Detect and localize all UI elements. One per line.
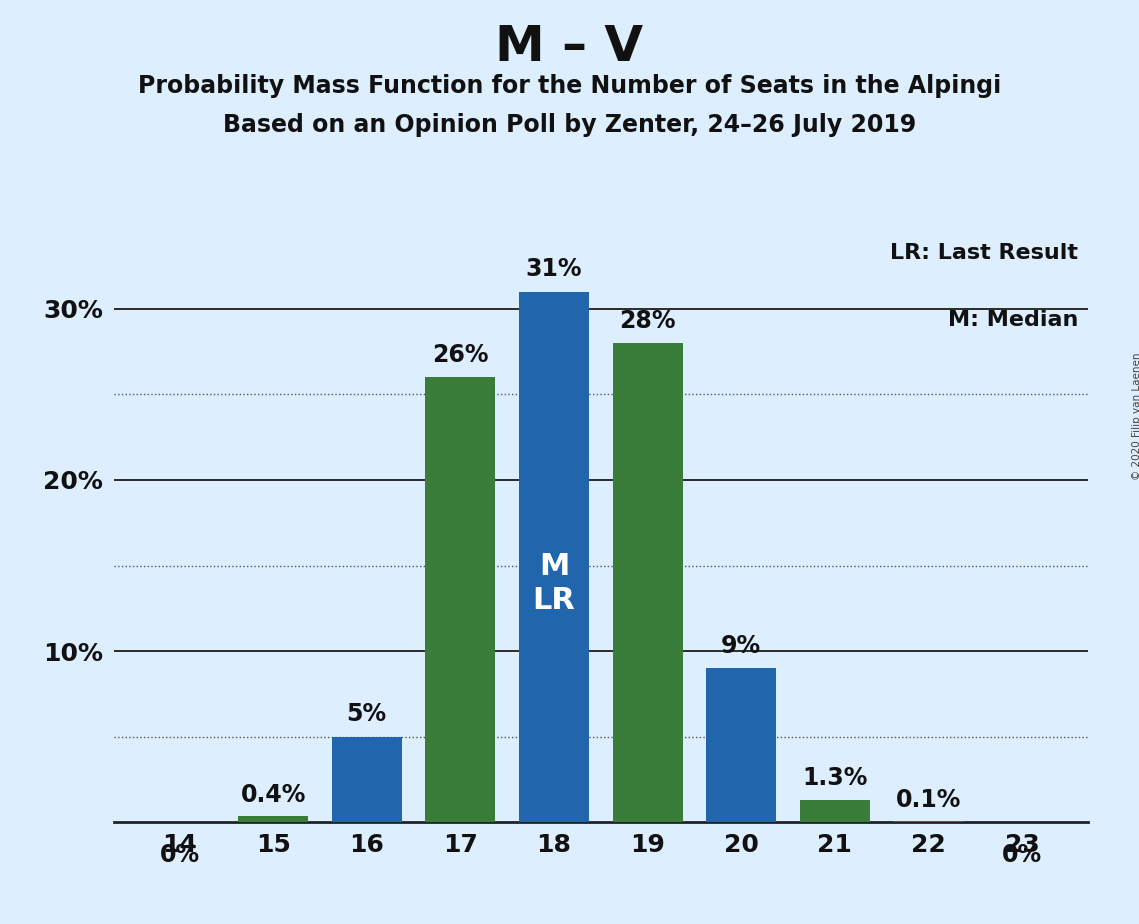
Text: 9%: 9% (721, 634, 761, 658)
Bar (331, 736, 402, 822)
Text: M
LR: M LR (533, 553, 575, 614)
Text: 28%: 28% (620, 309, 675, 333)
Text: Based on an Opinion Poll by Zenter, 24–26 July 2019: Based on an Opinion Poll by Zenter, 24–2… (223, 113, 916, 137)
Text: 5%: 5% (346, 702, 387, 726)
Bar (238, 816, 309, 822)
Text: 0.1%: 0.1% (896, 788, 961, 812)
Text: 1.3%: 1.3% (802, 766, 868, 790)
Bar (706, 668, 777, 822)
Bar (800, 800, 870, 822)
Text: 0.4%: 0.4% (240, 783, 305, 807)
Text: LR: Last Result: LR: Last Result (890, 243, 1077, 263)
Bar (425, 377, 495, 822)
Text: © 2020 Filip van Laenen: © 2020 Filip van Laenen (1132, 352, 1139, 480)
Text: M – V: M – V (495, 23, 644, 71)
Bar (519, 292, 589, 822)
Bar (613, 343, 682, 822)
Text: 0%: 0% (159, 843, 199, 867)
Text: 31%: 31% (526, 257, 582, 281)
Text: 26%: 26% (432, 343, 489, 367)
Text: 0%: 0% (1002, 843, 1042, 867)
Text: Probability Mass Function for the Number of Seats in the Alpingi: Probability Mass Function for the Number… (138, 74, 1001, 98)
Text: M: Median: M: Median (948, 310, 1077, 330)
Bar (893, 821, 964, 822)
